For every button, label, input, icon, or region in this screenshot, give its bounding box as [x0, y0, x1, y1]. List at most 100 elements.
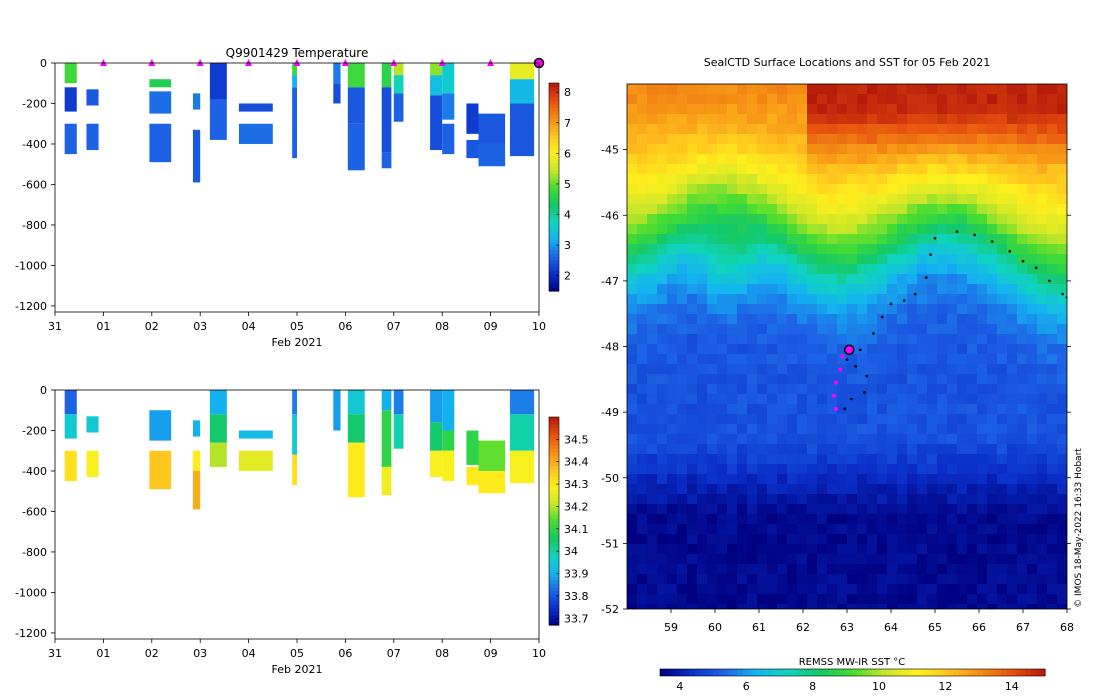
sst-cell	[1007, 524, 1018, 535]
sst-cell	[697, 394, 708, 405]
sst-cell	[1017, 514, 1028, 525]
lat-tick-label: -46	[601, 209, 619, 222]
sst-cell	[677, 464, 688, 475]
sst-cell	[717, 214, 728, 225]
sst-cell	[687, 104, 698, 115]
sst-cell	[997, 194, 1008, 205]
sst-cell	[677, 494, 688, 505]
sst-cell	[927, 514, 938, 525]
sst-cell	[707, 104, 718, 115]
sst-cell	[877, 444, 888, 455]
salinity-profile-13-layer-0	[466, 430, 479, 465]
sst-cell	[747, 304, 758, 315]
sst-cell	[827, 254, 838, 265]
sst-cell	[987, 474, 998, 485]
sst-cell	[1027, 424, 1038, 435]
sst-cell	[947, 374, 958, 385]
sst-cell	[927, 194, 938, 205]
salinity-colorbar-label: 33.8	[564, 590, 589, 603]
sst-cell	[1027, 94, 1038, 105]
track-point	[1048, 279, 1051, 283]
temperature-profile-10-layer-2	[393, 93, 404, 122]
sst-cell	[1017, 194, 1028, 205]
sst-cell	[1047, 184, 1058, 195]
sst-cell	[667, 374, 678, 385]
sst-cell	[717, 524, 728, 535]
sst-cell	[887, 164, 898, 175]
sst-cell	[807, 464, 818, 475]
sst-cell	[997, 144, 1008, 155]
sst-cell	[807, 254, 818, 265]
sst-cell	[697, 574, 708, 585]
sst-cell	[937, 114, 948, 125]
sst-cell	[947, 174, 958, 185]
sst-cell	[1037, 604, 1048, 609]
sst-cell	[867, 404, 878, 415]
sst-cell	[727, 154, 738, 165]
temperature-profile-7-layer-1	[333, 83, 341, 104]
temperature-profile-15-layer-2	[509, 103, 535, 157]
temperature-colorbar-swatch	[549, 190, 559, 195]
sst-cell	[907, 494, 918, 505]
sst-cell	[927, 364, 938, 375]
sst-cell	[687, 504, 698, 515]
sst-cell	[677, 524, 688, 535]
sst-cell	[877, 294, 888, 305]
sst-cell	[1037, 474, 1048, 485]
sst-cell	[787, 444, 798, 455]
sst-cell	[927, 404, 938, 415]
sst-cell	[667, 294, 678, 305]
sst-cell	[1027, 264, 1038, 275]
sst-cell	[707, 544, 718, 555]
sst-cell	[1017, 304, 1028, 315]
sst-cell	[777, 594, 788, 605]
sst-cell	[817, 314, 828, 325]
sst-cell	[657, 424, 668, 435]
sst-colorbar-swatch	[1025, 669, 1032, 676]
sst-cell	[957, 334, 968, 345]
sst-cell	[957, 144, 968, 155]
sst-colorbar-swatch	[804, 669, 810, 676]
sst-cell	[1007, 84, 1018, 95]
sst-cell	[1037, 84, 1048, 95]
sst-cell	[837, 184, 848, 195]
sst-cell	[627, 134, 638, 145]
sst-cell	[797, 384, 808, 395]
sst-cell	[857, 564, 868, 575]
sst-cell	[847, 584, 858, 595]
temperature-colorbar-swatch	[549, 239, 559, 244]
sst-cell	[917, 594, 928, 605]
sst-cell	[957, 184, 968, 195]
sst-cell	[637, 484, 648, 495]
salinity-colorbar-swatch	[549, 479, 559, 484]
sst-cell	[707, 174, 718, 185]
salinity-colorbar-label: 33.9	[564, 568, 589, 581]
temperature-ytick-label: 0	[40, 57, 47, 70]
sst-cell	[677, 324, 688, 335]
sst-cell	[1007, 534, 1018, 545]
sst-cell	[747, 334, 758, 345]
sst-cell	[787, 364, 798, 375]
sst-cell	[807, 434, 818, 445]
sst-cell	[687, 254, 698, 265]
sst-cell	[667, 224, 678, 235]
sst-cell	[917, 184, 928, 195]
sst-cell	[1047, 424, 1058, 435]
sst-cell	[897, 134, 908, 145]
sst-cell	[897, 214, 908, 225]
day-marker	[390, 59, 398, 66]
sst-cell	[827, 174, 838, 185]
sst-cell	[1047, 264, 1058, 275]
sst-cell	[967, 464, 978, 475]
sst-cell	[767, 594, 778, 605]
sst-cell	[937, 484, 948, 495]
sst-cell	[937, 164, 948, 175]
sst-cell	[657, 334, 668, 345]
sst-cell	[657, 494, 668, 505]
sst-cell	[857, 474, 868, 485]
sst-cell	[627, 474, 638, 485]
sst-cell	[997, 364, 1008, 375]
sst-cell	[787, 374, 798, 385]
sst-cell	[657, 234, 668, 245]
sst-cell	[777, 404, 788, 415]
